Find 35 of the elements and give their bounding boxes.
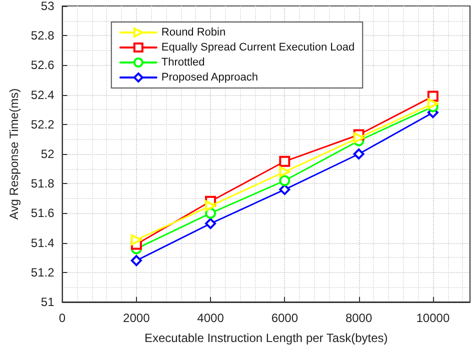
point: [353, 132, 364, 144]
point: [279, 166, 290, 178]
legend-label: Throttled: [161, 56, 205, 68]
x-axis-title: Executable Instruction Length per Task(bytes): [144, 331, 388, 345]
point: [353, 148, 364, 160]
y-tick-label: 53: [40, 0, 55, 13]
y-tick-label: 51.2: [30, 265, 55, 280]
point: [279, 175, 290, 186]
x-tick-label: 6000: [271, 311, 298, 325]
point: [130, 255, 142, 266]
point: [130, 234, 142, 246]
point: [205, 218, 216, 230]
x-tick-label: 10000: [416, 311, 450, 325]
y-tick-label: 51.6: [30, 206, 55, 220]
legend-label: Round Robin: [161, 26, 226, 38]
point: [279, 156, 290, 167]
x-tick-label: 4000: [197, 311, 224, 325]
legend-label: Equally Spread Current Execution Load: [161, 42, 355, 54]
y-tick-label: 52.8: [30, 28, 55, 43]
legend-label: Proposed Approach: [161, 72, 258, 84]
y-axis-title: Avg Response Time(ms): [7, 88, 21, 220]
point: [205, 200, 216, 212]
y-tick-label: 51.4: [30, 236, 55, 250]
y-tick-label: 52.6: [30, 58, 55, 72]
x-tick-label: 2000: [123, 311, 150, 325]
y-tick-label: 51.8: [30, 176, 55, 191]
y-tick-label: 51: [40, 295, 55, 309]
y-tick-label: 52.2: [30, 117, 55, 132]
point: [205, 208, 216, 219]
x-tick-label: 8000: [345, 311, 372, 325]
y-tick-label: 52: [40, 147, 55, 161]
x-tick-label: 0: [58, 311, 66, 325]
y-tick-label: 52.4: [30, 88, 55, 102]
point: [279, 184, 290, 196]
point: [427, 98, 438, 110]
